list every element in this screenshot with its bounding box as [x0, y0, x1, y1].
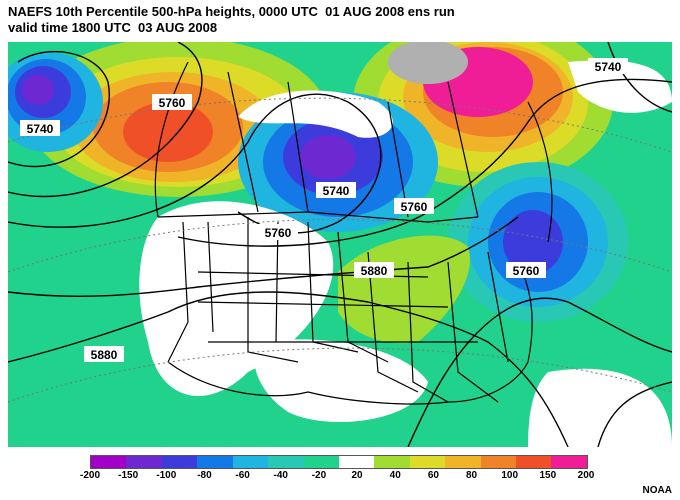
cold-anomaly-west: [8, 52, 103, 152]
legend-swatch: [409, 456, 446, 468]
svg-text:5880: 5880: [361, 264, 388, 278]
legend-tick-label: 20: [351, 470, 363, 481]
contour-label: 5760: [258, 224, 298, 240]
legend-swatch: [268, 456, 304, 468]
legend-swatch: [126, 456, 162, 468]
political-boundaries: [154, 61, 553, 405]
map-subtitle: valid time 1800 UTC 03 AUG 2008: [8, 20, 218, 35]
contour-label: 5880: [354, 262, 394, 278]
svg-text:5740: 5740: [323, 184, 350, 198]
legend-swatch: [445, 456, 481, 468]
legend-swatch: [197, 456, 233, 468]
svg-text:5760: 5760: [513, 264, 540, 278]
contour-label: 5880: [84, 346, 124, 362]
legend-tick-label: 80: [465, 470, 478, 481]
legend-swatch: [303, 456, 339, 468]
cold-anomaly-hudson: [238, 92, 438, 232]
credit-text: NOAA: [642, 485, 672, 496]
svg-text:5760: 5760: [265, 226, 292, 240]
legend-swatch: [374, 456, 410, 468]
legend-tick-label: 40: [389, 470, 401, 481]
color-legend: [90, 455, 588, 469]
legend-swatch: [232, 456, 269, 468]
svg-text:5760: 5760: [401, 200, 428, 214]
neutral-regions: [139, 60, 672, 447]
legend-tick-label: -80: [197, 470, 212, 481]
contour-label: 5760: [394, 198, 434, 214]
contour-label: 5760: [152, 94, 192, 110]
contour-label: 5760: [506, 262, 546, 278]
legend-swatch: [161, 456, 198, 468]
legend-swatch: [551, 456, 587, 468]
svg-text:5880: 5880: [91, 348, 118, 362]
legend-swatch: [91, 456, 127, 468]
map-title: NAEFS 10th Percentile 500-hPa heights, 0…: [8, 4, 455, 19]
height-anomaly-map: 5740 5760 5740 5740 5760 5760 5880 5760 …: [8, 42, 672, 447]
legend-swatch: [338, 456, 375, 468]
legend-tick-label: -20: [311, 470, 327, 481]
legend-swatch: [516, 456, 552, 468]
contour-labels: 5740 5760 5740 5740 5760 5760 5880 5760 …: [20, 58, 628, 362]
legend-tick-label: -40: [273, 470, 288, 481]
latitude-reference-lines: [8, 97, 672, 403]
legend-tick-label: -100: [156, 470, 177, 481]
legend-tick-label: 200: [577, 470, 595, 481]
legend-tick-label: 60: [427, 470, 439, 481]
legend-tick-label: -150: [118, 470, 139, 481]
svg-text:5760: 5760: [159, 96, 186, 110]
contour-label: 5740: [316, 182, 356, 198]
legend-tick-label: 150: [539, 470, 557, 481]
contour-label: 5740: [20, 120, 60, 136]
svg-text:5740: 5740: [595, 60, 622, 74]
height-contours: [8, 42, 672, 447]
legend-tick-label: -200: [79, 470, 101, 481]
contour-label: 5740: [588, 58, 628, 74]
legend-swatch: [480, 456, 517, 468]
legend-tick-labels: -200 -150 -100 -80 -60 -40 -20 20 40 60 80 100 150 20…: [80, 470, 594, 484]
legend-tick-label: 100: [501, 470, 519, 481]
svg-text:5740: 5740: [27, 122, 54, 136]
legend-tick-label: -60: [235, 470, 250, 481]
